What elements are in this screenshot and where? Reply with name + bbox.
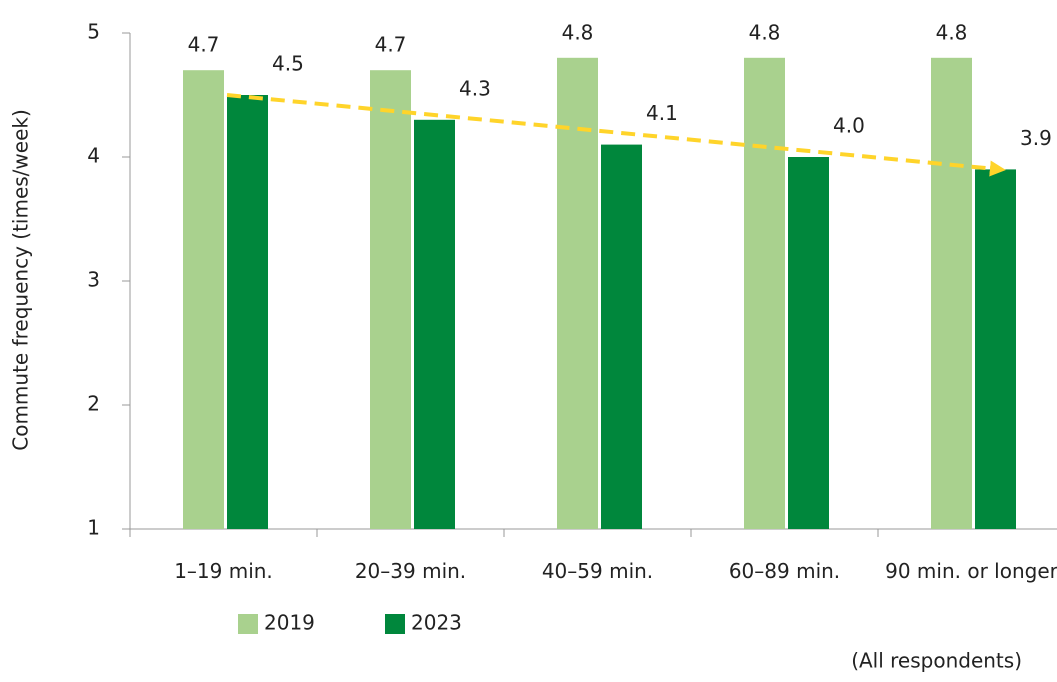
data-label: 4.8 <box>562 20 594 44</box>
y-axis-label: Commute frequency (times/week) <box>9 109 33 451</box>
bar <box>788 157 829 529</box>
data-label: 4.5 <box>272 52 304 76</box>
legend-swatch <box>385 614 405 634</box>
x-tick-label: 60–89 min. <box>728 559 841 583</box>
x-tick-label: 40–59 min. <box>541 559 654 583</box>
bar <box>931 57 972 530</box>
legend-swatch <box>238 614 258 634</box>
legend-label: 2019 <box>264 611 315 635</box>
note: (All respondents) <box>851 649 1022 673</box>
data-label: 3.9 <box>1020 126 1052 150</box>
y-tick-label: 2 <box>87 392 100 416</box>
legend-label: 2023 <box>411 611 462 635</box>
y-tick-label: 5 <box>87 20 100 44</box>
y-tick-label: 1 <box>87 516 100 540</box>
data-label: 4.0 <box>833 114 865 138</box>
data-label: 4.8 <box>936 20 968 44</box>
bar <box>975 169 1016 529</box>
bar <box>370 70 411 529</box>
x-tick-label: 20–39 min. <box>354 559 467 583</box>
data-label: 4.8 <box>749 20 781 44</box>
trend-arrow <box>226 93 1006 177</box>
x-tick-label: 1–19 min. <box>174 559 273 583</box>
bar <box>183 70 224 529</box>
x-tick-label: 90 min. or longer <box>885 559 1057 583</box>
bar <box>601 144 642 529</box>
y-tick-label: 3 <box>87 268 100 292</box>
bar <box>744 57 785 530</box>
data-label: 4.7 <box>375 33 407 57</box>
data-label: 4.7 <box>188 33 220 57</box>
bar <box>414 119 455 530</box>
data-label: 4.3 <box>459 76 491 100</box>
bar <box>557 57 598 530</box>
y-tick-label: 4 <box>87 144 100 168</box>
data-label: 4.1 <box>646 101 678 125</box>
bar <box>227 95 268 529</box>
